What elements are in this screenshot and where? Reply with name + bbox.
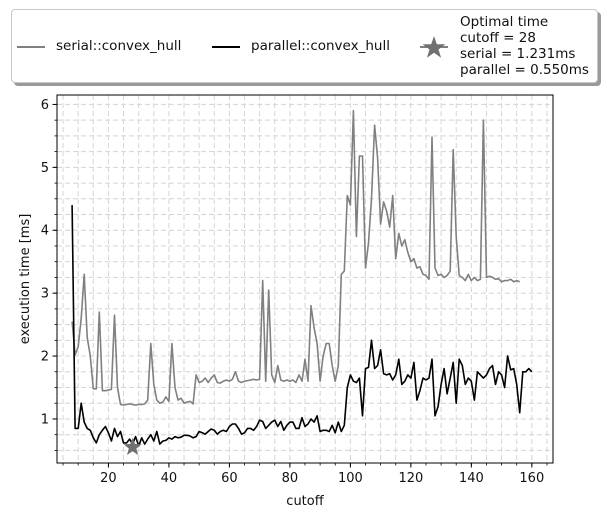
x-tick-label: 20 — [100, 471, 117, 486]
legend-optimal-text: Optimal time cutoff = 28 serial = 1.231m… — [460, 14, 589, 78]
y-tick-label: 6 — [41, 98, 49, 113]
x-axis-label: cutoff — [286, 494, 324, 509]
x-tick-label: 100 — [338, 471, 363, 486]
x-tick-label: 120 — [398, 471, 423, 486]
optimal-title: Optimal time — [460, 14, 549, 30]
y-tick-label: 3 — [41, 287, 49, 302]
y-axis-label: execution time [ms] — [18, 214, 33, 345]
x-tick-label: 80 — [282, 471, 299, 486]
optimal-cutoff: cutoff = 28 — [460, 30, 536, 46]
series-lines — [71, 109, 533, 447]
optimal-parallel: parallel = 0.550ms — [460, 62, 589, 78]
legend-serial-label: serial::convex_hull — [56, 38, 182, 54]
legend-optimal-star-icon — [422, 36, 446, 58]
parallel-series-line — [71, 205, 533, 447]
y-tick-label: 4 — [41, 224, 49, 239]
y-tick-label: 1 — [41, 412, 49, 427]
grid-lines — [57, 95, 553, 463]
legend-parallel-label: parallel::convex_hull — [251, 38, 390, 54]
serial-series-line — [71, 109, 520, 406]
legend-parallel-swatch — [212, 46, 240, 48]
y-tick-label: 5 — [41, 161, 49, 176]
x-tick-label: 160 — [519, 471, 544, 486]
optimal-star-marker — [123, 437, 142, 455]
legend: serial::convex_hull parallel::convex_hul… — [11, 9, 598, 83]
optimal-marker-layer — [123, 437, 142, 455]
legend-serial-swatch — [17, 46, 45, 48]
axis-ticks: 20 40 60 80 100 120 140 160 1 2 3 4 5 6 — [41, 98, 548, 486]
y-tick-label: 2 — [41, 350, 49, 365]
x-tick-label: 40 — [161, 471, 178, 486]
x-tick-label: 60 — [221, 471, 238, 486]
optimal-serial: serial = 1.231ms — [460, 46, 576, 62]
x-tick-label: 140 — [459, 471, 484, 486]
